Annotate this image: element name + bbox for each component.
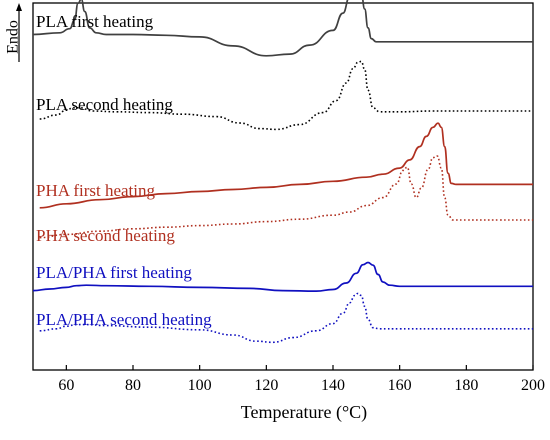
x-tick-label-60: 60 xyxy=(58,377,74,394)
y-axis: Endo xyxy=(5,3,22,62)
series-label-2: PLA second heating xyxy=(36,95,173,114)
series-line-1 xyxy=(32,0,533,57)
series-label-6: PLA/PHA second heating xyxy=(36,310,212,329)
x-axis-label: Temperature (°C) xyxy=(241,402,367,423)
y-axis-label: Endo xyxy=(5,20,22,54)
x-tick-label-140: 140 xyxy=(321,377,345,394)
plot-frame xyxy=(32,2,534,371)
curves-group xyxy=(32,0,534,344)
series-line-5 xyxy=(32,261,533,292)
series-label-3: PHA first heating xyxy=(36,181,155,200)
x-tick-label-200: 200 xyxy=(521,377,545,394)
series-line-4 xyxy=(39,155,533,239)
series-label-1: PLA first heating xyxy=(36,12,154,31)
series-label-5: PLA/PHA first heating xyxy=(36,263,192,282)
x-tick-label-80: 80 xyxy=(125,377,141,394)
series-line-3 xyxy=(39,122,533,209)
x-tick-label-160: 160 xyxy=(388,377,412,394)
x-tick-label-100: 100 xyxy=(188,377,212,394)
series-label-4: PHA second heating xyxy=(36,226,175,245)
y-axis-arrow-head xyxy=(16,3,22,11)
series-line-6 xyxy=(39,292,534,344)
series-line-2 xyxy=(39,60,533,131)
x-tick-label-120: 120 xyxy=(254,377,278,394)
series-labels-group: PLA first heating PLA second heating PHA f… xyxy=(36,12,212,329)
x-axis: 60 80 100 120 140 160 180 200 xyxy=(58,365,545,394)
x-tick-label-180: 180 xyxy=(454,377,478,394)
